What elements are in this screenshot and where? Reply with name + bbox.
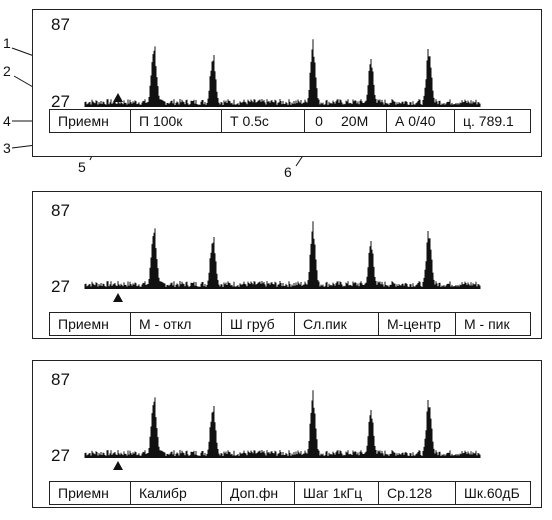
softkey-menu: Приемн М - откл Ш груб Сл.пик М-центр М … — [49, 312, 531, 336]
analyzer-screen-1: 87 27 Приемн П 100к Т 0.5с 0 20М А 0/40 … — [32, 9, 542, 157]
softkey-priemn[interactable]: Приемн — [50, 110, 131, 132]
softkey-calibrate[interactable]: Калибр — [131, 482, 222, 504]
softkey-stop[interactable]: 20М — [333, 110, 387, 132]
y-max-label: 87 — [51, 370, 70, 389]
marker-icon — [113, 293, 123, 302]
callout-4: 4 — [3, 113, 11, 129]
analyzer-screen-2: 87 27 Приемн М - откл Ш груб Сл.пик М-це… — [32, 191, 542, 339]
softkey-coarse-step[interactable]: Ш груб — [222, 313, 295, 335]
spectrum-trace — [84, 39, 481, 107]
marker-icon — [113, 93, 123, 102]
softkey-center[interactable]: ц. 789.1 — [463, 113, 514, 129]
analyzer-screen-3: 87 27 Приемн Калибр Доп.фн Шаг 1кГц Ср.1… — [32, 360, 542, 508]
spectrum-trace — [84, 390, 481, 458]
callout-3: 3 — [3, 140, 11, 156]
softkey-extra-func[interactable]: Доп.фн — [222, 482, 295, 504]
softkey-time[interactable]: Т 0.5с — [222, 110, 305, 132]
softkey-scale[interactable]: Шк.60дБ — [464, 485, 520, 501]
softkey-marker-off[interactable]: М - откл — [131, 313, 222, 335]
callout-5: 5 — [78, 159, 86, 175]
marker-icon — [113, 461, 123, 470]
spectrum-plot-2 — [84, 221, 481, 289]
softkey-next-peak[interactable]: Сл.пик — [295, 313, 379, 335]
callout-6: 6 — [284, 164, 292, 180]
softkey-menu: Приемн Калибр Доп.фн Шаг 1кГц Ср.128 Шк.… — [49, 481, 531, 505]
softkey-priemn[interactable]: Приемн — [50, 482, 131, 504]
softkey-span[interactable]: П 100к — [131, 110, 222, 132]
y-max-label: 87 — [51, 201, 70, 220]
y-min-label: 27 — [51, 446, 70, 465]
softkey-step[interactable]: Шаг 1кГц — [295, 482, 379, 504]
spectrum-plot-3 — [84, 390, 481, 458]
softkey-menu: Приемн П 100к Т 0.5с 0 20М А 0/40 ц. 789… — [49, 109, 531, 133]
y-max-label: 87 — [51, 15, 70, 34]
softkey-atten[interactable]: А 0/40 — [387, 110, 455, 132]
spectrum-plot-1 — [84, 39, 481, 107]
callout-1: 1 — [3, 35, 11, 51]
spectrum-trace — [84, 221, 481, 289]
callout-2: 2 — [3, 63, 11, 79]
softkey-marker-center[interactable]: М-центр — [379, 313, 456, 335]
softkey-average[interactable]: Ср.128 — [379, 482, 456, 504]
softkey-start[interactable]: 0 — [315, 113, 323, 129]
y-min-label: 27 — [51, 277, 70, 296]
softkey-marker-peak[interactable]: М - пик — [464, 316, 510, 332]
y-min-label: 27 — [51, 92, 70, 111]
softkey-priemn[interactable]: Приемн — [50, 313, 131, 335]
